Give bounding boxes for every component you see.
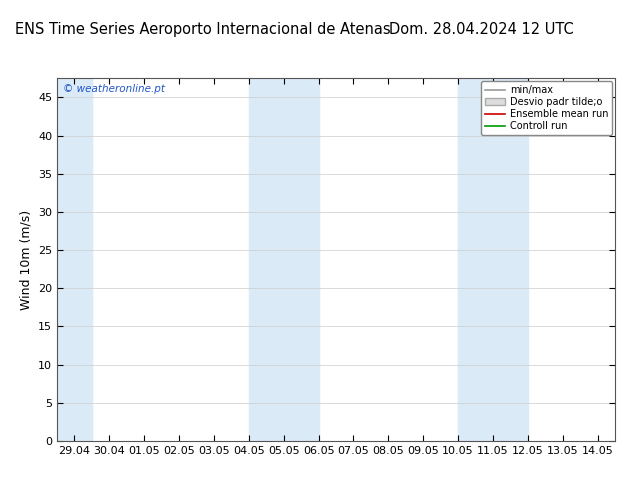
Bar [249, 78, 319, 441]
Bar [57, 78, 92, 441]
Text: ENS Time Series Aeroporto Internacional de Atenas: ENS Time Series Aeroporto Internacional … [15, 22, 391, 37]
Y-axis label: Wind 10m (m/s): Wind 10m (m/s) [20, 210, 32, 310]
Text: © weatheronline.pt: © weatheronline.pt [63, 84, 165, 94]
Text: Dom. 28.04.2024 12 UTC: Dom. 28.04.2024 12 UTC [389, 22, 574, 37]
Legend: min/max, Desvio padr tilde;o, Ensemble mean run, Controll run: min/max, Desvio padr tilde;o, Ensemble m… [481, 81, 612, 135]
Bar [458, 78, 528, 441]
